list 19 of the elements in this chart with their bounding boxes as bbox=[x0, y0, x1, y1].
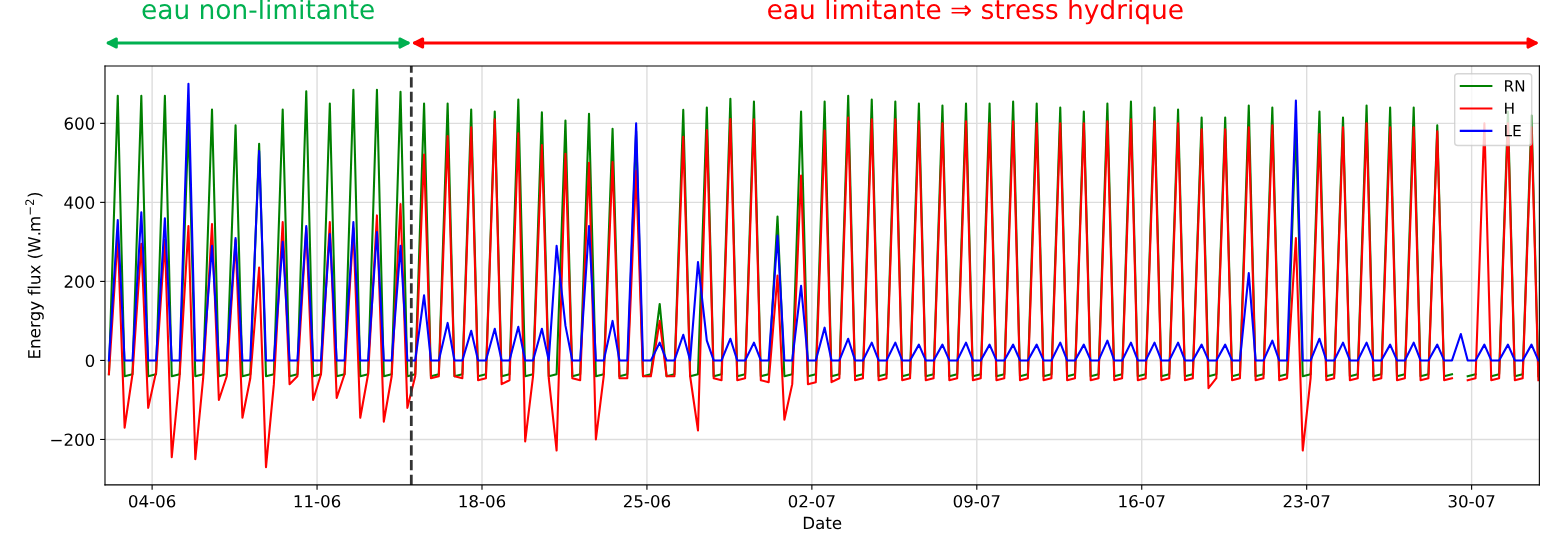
legend-label: LE bbox=[1505, 125, 1521, 137]
legend-label: H bbox=[1505, 102, 1514, 114]
x-tick-label: 30-07 bbox=[1448, 494, 1495, 508]
x-tick-label: 11-06 bbox=[294, 494, 341, 508]
y-tick-label: 0 bbox=[85, 354, 95, 368]
y-tick-label: 600 bbox=[64, 117, 95, 130]
x-tick-label: 18-06 bbox=[459, 494, 506, 508]
x-tick-label: 09-07 bbox=[953, 494, 1000, 508]
x-tick-label: 04-06 bbox=[129, 494, 176, 508]
y-tick-label: 400 bbox=[64, 196, 95, 209]
y-axis-title: Energy flux (W.m$^{−2}$) bbox=[25, 192, 44, 358]
y-tick-label: −200 bbox=[51, 433, 95, 447]
x-axis-title: Date bbox=[803, 516, 842, 530]
y-tick-label: 200 bbox=[64, 275, 95, 288]
x-tick-label: 02-07 bbox=[788, 494, 835, 508]
x-tick-label: 23-07 bbox=[1283, 494, 1330, 508]
x-tick-label: 16-07 bbox=[1119, 494, 1165, 508]
legend-label: RN bbox=[1505, 80, 1525, 92]
x-tick-label: 25-06 bbox=[623, 494, 671, 508]
